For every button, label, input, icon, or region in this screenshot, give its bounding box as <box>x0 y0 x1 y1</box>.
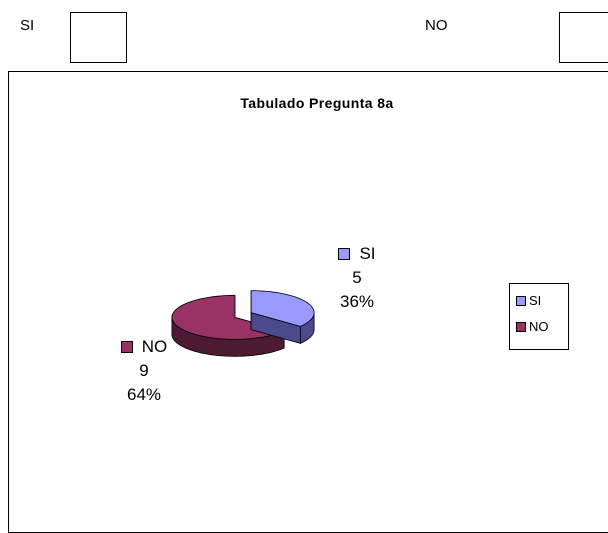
pie-chart <box>171 290 315 357</box>
legend-swatch-no <box>516 321 526 332</box>
si-label-swatch <box>338 247 351 260</box>
data-label-no: NO 9 64% <box>109 335 179 407</box>
si-option-label: SI <box>20 17 35 34</box>
legend-item-si: SI <box>516 293 541 308</box>
data-label-si-name: SI <box>359 244 376 263</box>
chart-area: Tabulado Pregunta 8a SI 5 36% NO 9 64% S… <box>8 71 608 533</box>
legend-label-si: SI <box>529 293 542 308</box>
chart-title: Tabulado Pregunta 8a <box>240 95 394 111</box>
no-option-label: NO <box>425 17 448 34</box>
data-label-no-percent: 64% <box>126 385 162 404</box>
chart-legend: SI NO <box>509 283 569 350</box>
slice-si <box>250 290 315 344</box>
legend-label-no: NO <box>529 319 549 334</box>
data-label-si-value: 5 <box>352 268 362 287</box>
data-label-no-value: 9 <box>139 361 149 380</box>
no-checkbox[interactable] <box>559 12 608 63</box>
data-label-no-name: NO <box>141 337 168 356</box>
no-label-swatch <box>120 340 133 353</box>
data-label-si-percent: 36% <box>339 292 375 311</box>
si-checkbox[interactable] <box>70 12 127 63</box>
legend-swatch-si <box>516 295 526 306</box>
legend-item-no: NO <box>516 319 549 334</box>
data-label-si: SI 5 36% <box>327 242 387 314</box>
